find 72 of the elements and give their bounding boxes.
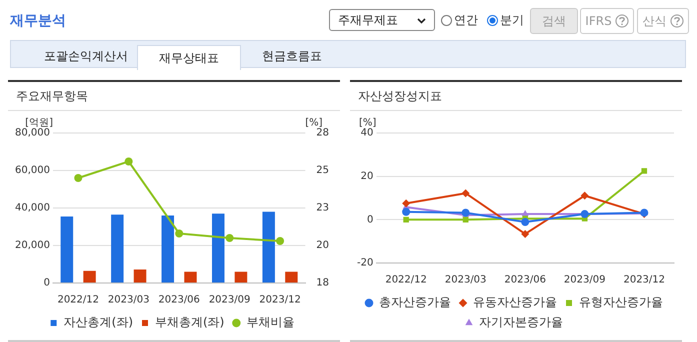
point — [402, 199, 410, 208]
x-tick-label: 2023/06 — [504, 274, 546, 286]
y2-tick-label: 25 — [316, 165, 330, 176]
y2-tick-label: 23 — [316, 202, 330, 214]
y2-axis-title: [%] — [305, 118, 323, 129]
y-tick-label: 0 — [44, 278, 50, 289]
bar — [83, 270, 96, 282]
bar — [234, 272, 248, 282]
y2-tick-label: 28 — [316, 128, 330, 139]
text: 연간 — [454, 12, 478, 29]
point — [175, 230, 184, 238]
y-tick-label: 0 — [366, 214, 374, 226]
chart-title: 자산성장성지표 — [350, 82, 682, 111]
point — [521, 218, 530, 226]
point — [462, 208, 470, 217]
legend-label: 부채비율 — [246, 315, 294, 330]
point — [276, 237, 284, 245]
x-tick-label: 2023/03 — [108, 294, 150, 306]
y-tick-label: 20 — [360, 170, 374, 182]
x-tick-label: 2022/12 — [385, 274, 427, 286]
text: 주재무제표 — [338, 12, 398, 28]
x-tick-label: 2023/09 — [564, 274, 606, 286]
x-tick-label: 2023/12 — [259, 294, 301, 306]
point — [402, 208, 410, 216]
x-tick-label: 2023/09 — [208, 294, 250, 306]
bar — [262, 212, 275, 282]
bar — [134, 270, 146, 282]
point — [124, 158, 133, 166]
legend-label: 유형자산증가율 — [579, 295, 663, 310]
x-tick-label: 2023/06 — [158, 294, 200, 306]
legend-label: 유동자산증가율 — [473, 295, 557, 310]
legend-label: 자기자본증가율 — [479, 315, 563, 330]
legend-label: 총자산증가율 — [379, 295, 451, 310]
x-tick-label: 2023/12 — [623, 274, 666, 286]
text: 포괄손익계산서 — [43, 48, 129, 64]
text: 현금흐름표 — [261, 48, 323, 64]
y-tick-label: 80,000 — [14, 128, 50, 139]
y2-tick-label: 20 — [316, 240, 330, 252]
point — [641, 168, 648, 174]
text: 재무분석 — [10, 12, 66, 30]
x-tick-label: 2023/03 — [444, 274, 486, 286]
bar — [285, 272, 298, 282]
text: 산식 — [642, 12, 666, 30]
y-axis-title: [%] — [359, 118, 376, 129]
text: 분기 — [500, 12, 524, 29]
point — [462, 216, 468, 222]
point — [226, 234, 234, 242]
point — [522, 210, 529, 216]
y-tick-label: 40 — [360, 128, 374, 139]
text: IFRS — [585, 14, 612, 28]
text: 재무상태표 — [137, 45, 241, 70]
bar — [162, 216, 174, 282]
chart-title: 주요재무항목 — [8, 82, 340, 111]
bar — [60, 216, 74, 282]
y-tick-label: 40,000 — [14, 202, 50, 214]
legend-label: 자산총계(좌) — [64, 315, 134, 330]
point — [74, 174, 82, 182]
y-tick-label: 20,000 — [14, 240, 50, 252]
y-tick-label: -20 — [356, 258, 374, 269]
bar — [111, 214, 124, 282]
y-tick-label: 60,000 — [14, 165, 50, 176]
point — [403, 216, 409, 222]
legend-label: 부채총계(좌) — [155, 315, 224, 330]
point — [580, 192, 589, 200]
text: 검색 — [530, 8, 578, 34]
y2-tick-label: 18 — [316, 278, 330, 289]
y-axis-title: [억원] — [25, 118, 54, 129]
bar — [212, 214, 224, 282]
point — [462, 189, 470, 198]
point — [521, 230, 530, 238]
x-tick-label: 2022/12 — [57, 294, 99, 306]
bar — [184, 272, 197, 282]
